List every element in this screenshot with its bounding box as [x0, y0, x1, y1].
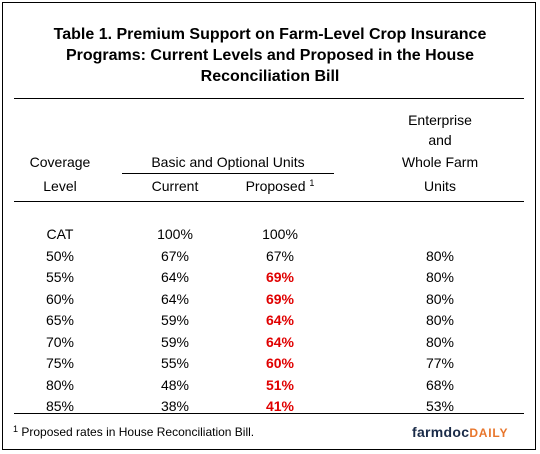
header-bottom-rule [14, 201, 524, 202]
bottom-rule [14, 413, 524, 414]
current-cell: 59% [160, 312, 190, 328]
proposed-cell: 69% [265, 269, 295, 285]
current-cell: 55% [160, 355, 190, 371]
header-enterprise-line-1: Enterprise [408, 112, 472, 128]
proposed-cell: 69% [265, 290, 295, 307]
brand-suffix: DAILY [469, 426, 509, 440]
header-enterprise-line-3: Whole Farm [401, 154, 479, 170]
header-coverage-line-2: Level [43, 178, 77, 194]
enterprise-cell: 80% [425, 333, 455, 350]
footnote: 1 Proposed rates in House Reconciliation… [13, 424, 255, 439]
current-cell: 67% [160, 247, 190, 264]
table-frame [2, 2, 536, 450]
current-cell: 59% [160, 333, 190, 350]
coverage-level-cell: 55% [45, 269, 75, 285]
title-line-2: Programs: Current Levels and Proposed in… [65, 47, 475, 64]
current-cell: 100% [157, 226, 193, 242]
basic-group-underline [122, 173, 334, 174]
brand-name: farmdoc [412, 424, 470, 440]
table-title: Table 1. Premium Support on Farm-Level C… [0, 24, 540, 87]
proposed-cell: 64% [265, 333, 295, 350]
coverage-level-cell: CAT [46, 226, 74, 242]
header-current: Current [151, 178, 199, 194]
proposed-cell: 51% [265, 376, 295, 393]
enterprise-cell: 80% [425, 290, 455, 307]
header-basic-optional-units: Basic and Optional Units [151, 154, 305, 170]
enterprise-cell: 80% [425, 269, 455, 285]
current-cell: 64% [160, 290, 190, 307]
coverage-level-cell: 70% [45, 333, 75, 350]
farmdoc-daily-logo: farmdocDAILY [412, 424, 508, 440]
proposed-cell: 100% [262, 226, 298, 242]
header-enterprise-line-2: and [428, 132, 452, 148]
top-rule [14, 98, 524, 99]
current-cell: 38% [160, 398, 190, 414]
enterprise-cell: 80% [425, 312, 455, 328]
proposed-cell: 67% [265, 247, 295, 264]
coverage-level-cell: 75% [45, 355, 75, 371]
enterprise-cell: 77% [425, 355, 455, 371]
current-cell: 48% [160, 376, 190, 393]
title-line-1: Table 1. Premium Support on Farm-Level C… [53, 26, 487, 43]
current-cell: 64% [160, 269, 190, 285]
title-line-3: Reconciliation Bill [200, 68, 340, 85]
proposed-cell: 60% [265, 355, 295, 371]
header-proposed-label: Proposed [245, 178, 306, 194]
enterprise-cell: 80% [425, 247, 455, 264]
proposed-cell: 64% [265, 312, 295, 328]
header-coverage-line-1: Coverage [29, 154, 91, 170]
proposed-cell: 41% [265, 398, 295, 414]
header-proposed-footnote-marker: 1 [309, 178, 315, 188]
footnote-marker: 1 [13, 424, 19, 434]
coverage-level-cell: 85% [45, 398, 75, 414]
header-enterprise-line-4: Units [424, 178, 456, 194]
coverage-level-cell: 80% [45, 376, 75, 393]
enterprise-cell: 53% [425, 398, 455, 414]
coverage-level-cell: 60% [45, 290, 75, 307]
header-proposed: Proposed 1 [225, 176, 335, 196]
enterprise-cell: 68% [425, 376, 455, 393]
coverage-level-cell: 50% [45, 247, 75, 264]
coverage-level-cell: 65% [45, 312, 75, 328]
footnote-text: Proposed rates in House Reconciliation B… [18, 425, 255, 439]
